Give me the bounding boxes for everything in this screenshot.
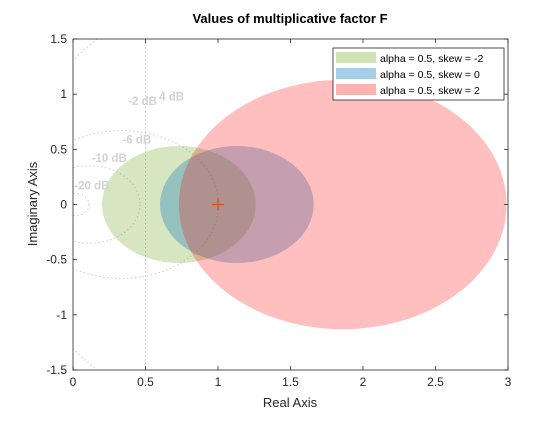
y-tick-label: -1.5	[46, 363, 67, 377]
legend-entry-label: alpha = 0.5, skew = -2	[380, 53, 483, 65]
y-tick-label: 1.5	[50, 32, 67, 46]
series-disk	[178, 79, 507, 330]
legend: alpha = 0.5, skew = -2 alpha = 0.5, skew …	[332, 47, 505, 101]
legend-swatch	[336, 52, 376, 63]
legend-entry-label: alpha = 0.5, skew = 0	[380, 69, 480, 81]
nominal-marker-layer	[212, 198, 224, 211]
db-contour-label: 4 dB	[159, 91, 184, 103]
x-tick-label: 3	[505, 375, 512, 389]
x-tick-label: 1	[215, 375, 222, 389]
x-tick-label: 2	[360, 375, 367, 389]
db-contour-circle	[73, 192, 90, 217]
db-contour-labels: -20 dB -10 dB -6 dB -2 dB 4 dB	[74, 91, 184, 192]
y-tick-label: 1	[60, 87, 67, 101]
legend-box	[332, 47, 505, 101]
db-contour-label: -10 dB	[92, 153, 127, 165]
x-axis-ticks: 0 0.5 1 1.5 2 2.5 3	[70, 39, 512, 389]
x-tick-label: 0	[70, 375, 77, 389]
y-axis-ticks: 1.5 1 0.5 0 -0.5 -1 -1.5	[46, 32, 508, 377]
x-tick-label: 0.5	[137, 375, 154, 389]
x-axis-label: Real Axis	[263, 395, 318, 410]
x-tick-label: 2.5	[427, 375, 444, 389]
legend-swatch	[336, 68, 376, 79]
legend-swatch	[336, 84, 376, 95]
y-tick-label: 0	[60, 198, 67, 212]
y-tick-label: 0.5	[50, 142, 67, 156]
uncertainty-disks	[102, 79, 507, 330]
db-contour-label: -20 dB	[74, 181, 109, 193]
db-contour-circle	[73, 165, 141, 244]
chart-title: Values of multiplicative factor F	[192, 11, 387, 26]
y-tick-label: -1	[56, 308, 67, 322]
db-contour-label: -6 dB	[122, 134, 151, 146]
y-tick-label: -0.5	[46, 253, 67, 267]
x-tick-label: 1.5	[282, 375, 299, 389]
series-disk	[102, 146, 256, 263]
legend-entry-label: alpha = 0.5, skew = 2	[380, 85, 480, 97]
series-disk	[160, 146, 314, 263]
y-axis-label: Imaginary Axis	[25, 161, 40, 246]
db-contour-label: -2 dB	[128, 96, 157, 108]
